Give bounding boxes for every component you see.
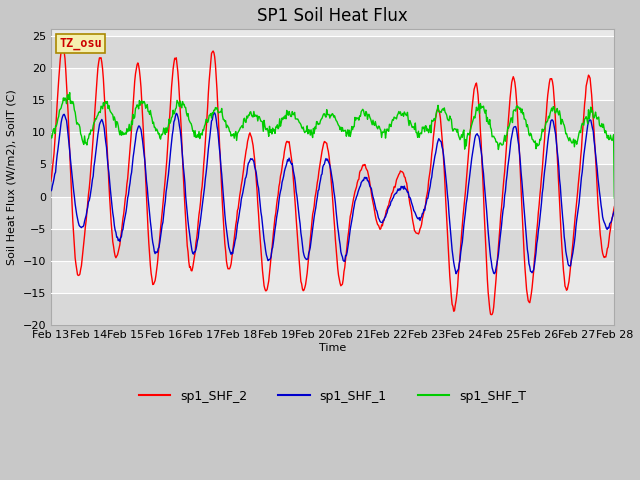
X-axis label: Time: Time [319, 343, 346, 353]
Bar [51, 36, 614, 68]
Legend: sp1_SHF_2, sp1_SHF_1, sp1_SHF_T: sp1_SHF_2, sp1_SHF_1, sp1_SHF_T [134, 385, 531, 408]
Bar [51, 164, 614, 196]
Bar [51, 100, 614, 132]
Y-axis label: Soil Heat Flux (W/m2), SoilT (C): Soil Heat Flux (W/m2), SoilT (C) [7, 89, 17, 265]
Text: TZ_osu: TZ_osu [60, 36, 102, 49]
Bar [51, 229, 614, 261]
Title: SP1 Soil Heat Flux: SP1 Soil Heat Flux [257, 7, 408, 25]
Bar [51, 293, 614, 325]
